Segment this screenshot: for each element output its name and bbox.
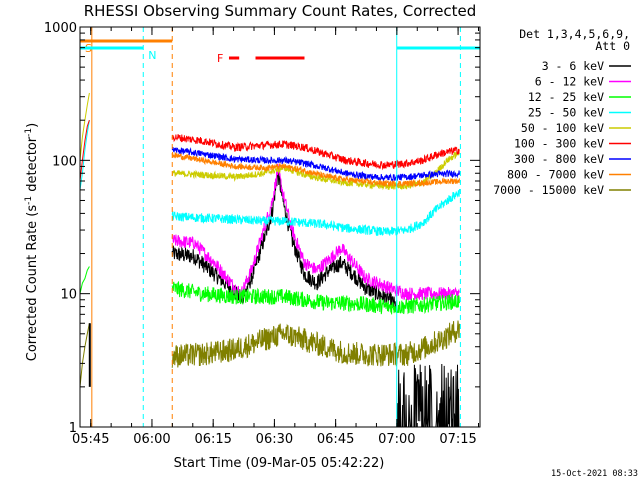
flag-label: N xyxy=(148,49,156,62)
y-label-superscript: -1 xyxy=(24,196,34,205)
legend-header-line: Att 0 xyxy=(595,39,630,53)
axes: 1 10 100 1000 05:45 06:00 06:15 06:30 06:45 07:00… xyxy=(44,21,481,447)
legend-entry-label: 6 - 12 keV xyxy=(535,75,604,89)
early-segment-olive xyxy=(79,323,90,387)
x-tick-label: 06:45 xyxy=(317,432,354,447)
legend-entry-label: 7000 - 15000 keV xyxy=(493,183,604,197)
series-line-12-25-kev xyxy=(171,281,460,315)
legend-entry-label: 100 - 300 keV xyxy=(514,137,604,151)
legend: Det 1,3,4,5,6,9,Att 0 3 - 6 keV 6 - 12 keV… xyxy=(493,27,631,197)
flag-layer: SNF xyxy=(80,27,480,427)
y-tick-label: 100 xyxy=(52,154,77,169)
y-tick-label: 1000 xyxy=(44,21,77,36)
early-segment-cyan xyxy=(79,120,90,190)
y-label-text: Corrected Count Rate (s xyxy=(25,205,40,362)
y-tick-label: 1 xyxy=(69,421,77,436)
series-line-25-50-kev xyxy=(171,188,460,236)
y-label-text: ) xyxy=(25,123,40,128)
early-segment-green xyxy=(79,266,90,294)
x-tick-label: 07:15 xyxy=(439,432,476,447)
series-line-3-6-kev-late xyxy=(396,363,460,428)
series-line-300-800-kev xyxy=(171,146,460,183)
flag-label: F xyxy=(217,52,223,65)
x-tick-label: 05:45 xyxy=(72,432,109,447)
legend-entry-label: 3 - 6 keV xyxy=(542,59,604,73)
series-line-3-6-kev xyxy=(171,169,397,311)
x-axis-label: Start Time (09-Mar-05 05:42:22) xyxy=(174,456,385,471)
legend-entry-label: 12 - 25 keV xyxy=(528,90,604,104)
series-layer xyxy=(79,92,460,428)
legend-entry-label: 300 - 800 keV xyxy=(514,152,604,166)
y-label-text: detector xyxy=(25,136,40,196)
y-axis-label: Corrected Count Rate (s-1 detector-1) xyxy=(24,123,40,361)
x-tick-label: 06:00 xyxy=(133,432,170,447)
x-tick-label: 06:30 xyxy=(256,432,293,447)
series-line-7000-15000-kev xyxy=(171,320,460,368)
legend-entry-label: 800 - 7000 keV xyxy=(507,168,604,182)
y-tick-label: 10 xyxy=(60,288,77,303)
x-tick-label: 06:15 xyxy=(194,432,231,447)
plot-frame xyxy=(79,26,481,428)
chart-title: RHESSI Observing Summary Count Rates, Co… xyxy=(84,2,477,20)
x-tick-label: 07:00 xyxy=(378,432,415,447)
timestamp: 15-Oct-2021 08:33 xyxy=(551,469,638,479)
series-line-800-7000-kev xyxy=(171,151,460,188)
legend-entry-label: 50 - 100 keV xyxy=(521,121,604,135)
series-line-100-300-kev xyxy=(171,134,460,171)
y-label-superscript: -1 xyxy=(24,128,34,137)
series-line-6-12-kev xyxy=(171,163,460,301)
legend-header-line: Det 1,3,4,5,6,9, xyxy=(519,27,630,41)
early-segment-red xyxy=(79,120,90,182)
legend-entry-label: 25 - 50 keV xyxy=(528,106,604,120)
